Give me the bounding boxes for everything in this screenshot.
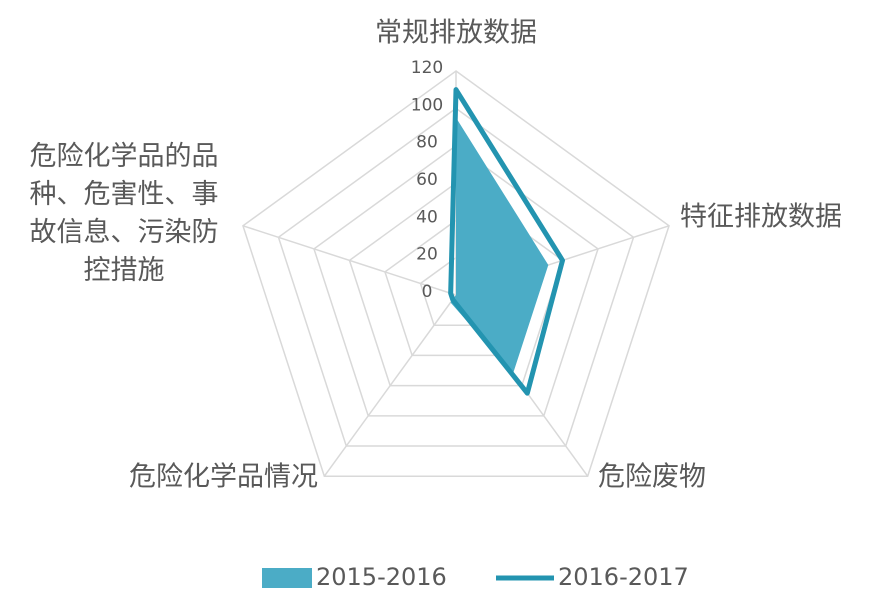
- tick-label: 60: [416, 170, 438, 190]
- tick-label: 100: [411, 95, 443, 115]
- grid-line: [348, 182, 564, 387]
- tick-label: 20: [416, 245, 438, 265]
- grid-line: [242, 70, 670, 477]
- area: [450, 117, 549, 374]
- tick-label: 120: [411, 58, 443, 78]
- axis-label: 特征排放数据: [680, 202, 842, 233]
- legend-label: 2016-2017: [558, 563, 689, 590]
- line: [448, 87, 566, 396]
- axis-label: 危险化学品的品种、危害性、事故信息、污染防控措施: [30, 141, 219, 286]
- tick-label: 40: [416, 207, 438, 227]
- grid-line: [313, 144, 599, 417]
- axis-label: 危险废物: [598, 462, 706, 493]
- axis-label: 危险化学品情况: [129, 462, 318, 493]
- grid-line: [277, 107, 635, 447]
- legend-label: 2015-2016: [316, 563, 447, 590]
- axis-label: 常规排放数据: [375, 18, 537, 49]
- axis-line: [323, 294, 457, 477]
- axis-line: [242, 225, 457, 296]
- tick-label: 80: [416, 133, 438, 153]
- tick-label: 0: [422, 282, 433, 302]
- legend-swatch: [262, 568, 312, 588]
